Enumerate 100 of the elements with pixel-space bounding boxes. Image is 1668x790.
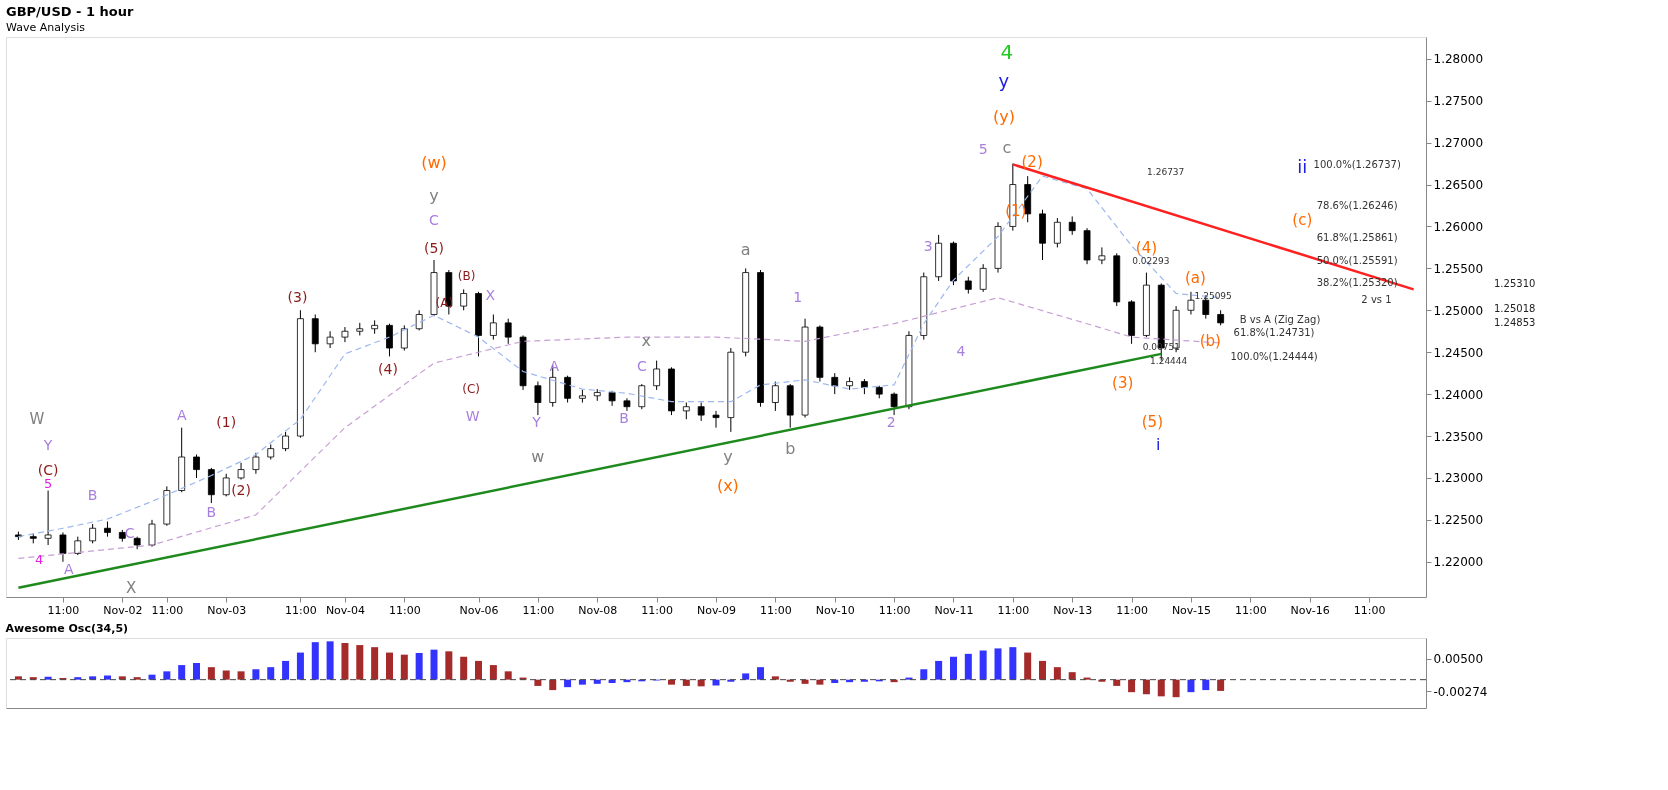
annotation: 61.8%(1.25861) — [1316, 232, 1398, 244]
candlestick — [1068, 215, 1076, 236]
annotation: (5) — [424, 240, 444, 257]
y-tick-label: 1.26000 — [1433, 219, 1484, 234]
bar — [608, 679, 616, 683]
x-tick-label: Nov-04 — [325, 603, 366, 617]
chart-title: Awesome Osc(34,5) — [5, 622, 129, 635]
candlestick — [979, 263, 987, 293]
candlestick — [400, 324, 408, 352]
bar — [1128, 679, 1136, 693]
candlestick — [148, 519, 156, 548]
annotation: (C) — [462, 382, 480, 397]
bar — [949, 656, 957, 680]
annotation: B vs A (Zig Zag) — [1239, 313, 1321, 325]
candlestick — [697, 402, 705, 422]
bar — [1217, 679, 1225, 691]
x-tick-label: 11:00 — [388, 603, 421, 617]
bar — [1024, 652, 1032, 680]
bar — [742, 673, 750, 680]
bar — [578, 679, 586, 685]
candlestick — [193, 453, 200, 479]
candlestick — [89, 523, 97, 544]
bar — [549, 679, 557, 691]
bar — [1009, 647, 1017, 680]
candlestick — [638, 383, 646, 410]
annotation: (3) — [1112, 374, 1134, 393]
x-tick-label: Nov-13 — [1053, 603, 1093, 617]
annotation: (b) — [1199, 332, 1221, 351]
x-tick-label: 11:00 — [522, 603, 555, 617]
x-tick-label: Nov-15 — [1171, 603, 1212, 617]
annotation: (A) — [435, 295, 454, 310]
annotation: (2) — [1021, 152, 1043, 171]
annotation: (4) — [1135, 239, 1158, 258]
x-tick-label: 11:00 — [47, 603, 80, 617]
candlestick — [1098, 246, 1106, 265]
annotation: 2 vs 1 — [1361, 294, 1392, 306]
candlestick — [59, 531, 67, 563]
bar — [178, 665, 186, 680]
y-tick-label: 1.23000 — [1433, 471, 1484, 486]
candlestick — [831, 372, 839, 395]
candlestick — [489, 313, 497, 341]
bar — [1039, 660, 1047, 680]
bar — [400, 654, 408, 680]
bar — [534, 679, 542, 686]
bar — [475, 660, 483, 680]
bar — [1187, 679, 1195, 693]
annotation: 3 — [923, 238, 933, 255]
annotation: (B) — [457, 268, 476, 283]
annotation: (1) — [1005, 201, 1027, 220]
bar — [831, 679, 839, 683]
bar — [1053, 667, 1061, 680]
y-tick-label: 1.27500 — [1433, 94, 1484, 109]
annotation: (w) — [421, 152, 447, 172]
annotation: A — [176, 406, 187, 423]
annotation: c — [1002, 137, 1012, 157]
bar — [356, 645, 364, 680]
bar — [1157, 679, 1165, 697]
bar — [163, 671, 171, 680]
annotation: y — [998, 70, 1010, 92]
annotation: Y — [42, 437, 53, 454]
bar — [445, 651, 453, 680]
annotation: A — [64, 561, 75, 578]
bar — [1172, 679, 1180, 698]
x-tick-label: 11:00 — [997, 603, 1030, 617]
bar — [964, 653, 972, 680]
y-tick-label: 1.22500 — [1433, 513, 1484, 528]
annotation: 100.0%(1.24444) — [1230, 350, 1318, 362]
annotation: (5) — [1141, 412, 1163, 431]
annotation: 100.0%(1.26737) — [1313, 158, 1401, 170]
annotation: B — [87, 486, 98, 503]
bar — [415, 653, 423, 680]
candlestick — [712, 410, 720, 429]
annotation: X — [485, 287, 496, 304]
bar — [667, 679, 675, 685]
annotation: 2 — [886, 413, 896, 430]
annotation: (4) — [378, 360, 398, 377]
x-tick-label: Nov-16 — [1290, 603, 1330, 617]
x-tick-label: 11:00 — [1234, 603, 1267, 617]
annotation: (c) — [1292, 210, 1313, 229]
candlestick — [341, 326, 349, 343]
candlestick — [653, 360, 661, 391]
annotation: (y) — [992, 106, 1015, 126]
candlestick — [415, 309, 423, 331]
annotation: w — [531, 447, 545, 466]
annotation: b — [785, 438, 796, 458]
x-tick-label: 11:00 — [1116, 603, 1148, 617]
bar — [311, 642, 319, 680]
bar — [801, 679, 809, 684]
annotation: W — [465, 407, 480, 424]
bar — [994, 648, 1002, 680]
candlestick — [1053, 217, 1061, 248]
y-tick-label: 1.28000 — [1433, 52, 1484, 67]
bar — [341, 643, 349, 680]
x-tick-label: Nov-09 — [696, 603, 737, 617]
bar — [460, 656, 468, 680]
candlestick — [282, 431, 289, 452]
bar — [282, 660, 290, 680]
annotation: C — [636, 358, 647, 375]
bar — [489, 665, 497, 680]
candlestick — [326, 330, 334, 349]
